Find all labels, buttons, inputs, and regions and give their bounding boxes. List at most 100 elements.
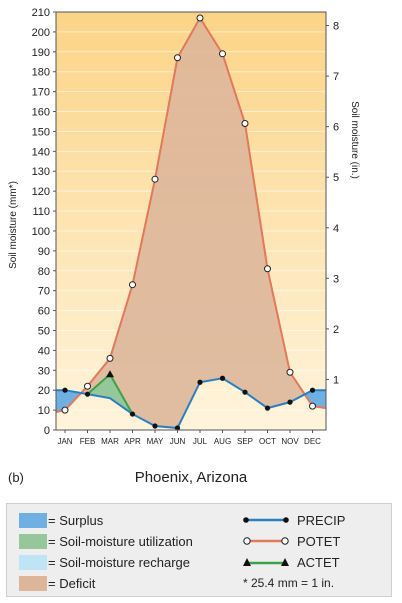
legend-recharge-label: = Soil-moisture recharge	[48, 554, 190, 570]
surplus-area-jan	[56, 390, 82, 413]
x-tick-label: JUL	[193, 437, 208, 446]
legend-precip-label: PRECIP	[297, 512, 346, 528]
surplus-swatch	[19, 512, 47, 528]
potet-point	[309, 402, 316, 410]
y-tick-label: 100	[32, 226, 50, 238]
actet-point	[106, 370, 114, 378]
potet-point	[286, 368, 294, 376]
recharge-swatch	[19, 554, 47, 570]
legend-recharge: = Soil-moisture recharge	[19, 552, 190, 572]
y-tick-label: 140	[32, 146, 50, 158]
potet-point	[196, 14, 204, 22]
y-tick-label: 190	[32, 47, 50, 59]
deficit-swatch	[19, 575, 47, 591]
chart-title: Phoenix, Arizona	[135, 469, 248, 486]
x-tick-label: JAN	[57, 437, 72, 446]
potet-point	[61, 406, 69, 414]
precip-point	[129, 411, 136, 417]
potet-point	[264, 265, 271, 273]
surplus-area-dec	[304, 390, 326, 409]
legend-potet: POTET	[243, 531, 340, 551]
precip-line-symbol	[243, 517, 289, 523]
legend-deficit-label: = Deficit	[48, 575, 96, 591]
actet-line-symbol	[243, 558, 289, 566]
panel-label: (b)	[8, 470, 24, 485]
y-tick-label: 90	[38, 246, 50, 258]
y-tick-label: 120	[32, 186, 50, 198]
potet-point	[241, 119, 249, 127]
y-tick-label: 130	[32, 166, 50, 178]
y-tick-label: 20	[38, 385, 50, 397]
potet-series-line	[55, 16, 327, 414]
y2-tick-label: 3	[333, 273, 339, 285]
x-tick-label: JUN	[170, 437, 186, 446]
legend-surplus-label: = Surplus	[48, 512, 104, 528]
legend-deficit: = Deficit	[19, 573, 95, 593]
legend-actet-label: ACTET	[297, 554, 340, 570]
y-tick-label: 170	[32, 87, 50, 99]
y2-axis-label: Soil moisture (in.)	[349, 101, 360, 179]
y-axis-label: Soil moisture (mm*)	[8, 181, 19, 269]
precip-point	[242, 389, 248, 395]
potet-point	[174, 54, 181, 62]
y-tick-label: 150	[32, 126, 50, 138]
y-tick-label: 10	[38, 405, 50, 417]
potet-point	[84, 382, 91, 390]
legend-actet: ACTET	[243, 552, 340, 572]
x-tick-label: MAY	[147, 437, 164, 446]
precip-point	[219, 375, 226, 381]
x-tick-label: APR	[124, 437, 141, 446]
unit-note: * 25.4 mm = 1 in.	[243, 576, 335, 590]
y-tick-label: 0	[44, 425, 50, 437]
utilization-swatch	[19, 533, 47, 549]
y-tick-label: 160	[32, 107, 50, 119]
potet-line-symbol	[243, 537, 289, 545]
precip-point	[197, 379, 203, 385]
x-tick-label: FEB	[80, 437, 96, 446]
y-tick-label: 60	[38, 306, 50, 318]
y-tick-label: 70	[38, 286, 50, 298]
y2-tick-label: 2	[333, 324, 339, 336]
x-tick-label: OCT	[259, 437, 276, 446]
legend-utilization-label: = Soil-moisture utilization	[48, 533, 193, 549]
precip-point	[264, 405, 271, 411]
precip-series-line	[56, 377, 326, 430]
legend-utilization: = Soil-moisture utilization	[19, 531, 193, 551]
y-tick-label: 110	[32, 206, 50, 218]
potet-point	[129, 281, 136, 289]
y-tick-label: 200	[32, 27, 50, 39]
y2-tick-label: 5	[333, 172, 339, 184]
y-tick-label: 210	[32, 7, 50, 19]
precip-point	[309, 387, 316, 393]
plot-frame	[55, 11, 327, 431]
y-tick-label: 50	[38, 325, 50, 337]
y2-tick-label: 1	[333, 374, 339, 386]
x-tick-label: AUG	[214, 437, 231, 446]
legend: = Surplus = Soil-moisture utilization = …	[6, 503, 392, 597]
potet-point	[219, 50, 226, 58]
y-tick-label: 30	[38, 365, 50, 377]
x-tick-label: NOV	[281, 437, 299, 446]
legend-potet-label: POTET	[297, 533, 341, 549]
precip-point	[84, 391, 91, 397]
x-tick-label: DEC	[304, 437, 321, 446]
y2-tick-label: 4	[333, 223, 339, 235]
deficit-area	[65, 17, 313, 429]
precip-point	[62, 387, 68, 393]
potet-point	[106, 354, 114, 362]
water-balance-chart: 0 10 20 30 40 50 60 70 80 90 100 110 120 130 140 150 160…	[8, 7, 360, 486]
x-tick-label: SEP	[237, 437, 253, 446]
legend-surplus: = Surplus	[19, 510, 103, 530]
precip-point	[152, 423, 158, 429]
y-tick-label: 80	[38, 266, 50, 278]
y2-tick-label: 8	[333, 21, 339, 33]
precip-point	[174, 425, 181, 431]
y2-tick-label: 7	[333, 71, 339, 83]
potet-point	[151, 175, 159, 183]
precip-point	[287, 399, 293, 405]
y-tick-label: 180	[32, 67, 50, 79]
x-tick-label: MAR	[101, 437, 119, 446]
y-tick-label: 40	[38, 345, 50, 357]
legend-precip: PRECIP	[243, 510, 345, 530]
y2-tick-label: 6	[333, 122, 339, 134]
